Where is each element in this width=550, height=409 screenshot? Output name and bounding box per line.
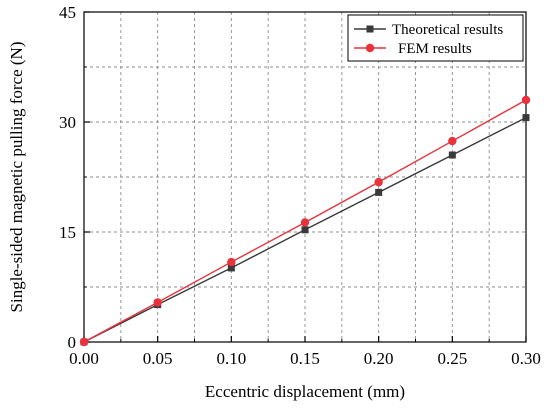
data-point-theoretical [522, 114, 530, 122]
data-point-theoretical [375, 188, 383, 196]
data-point-theoretical [301, 226, 309, 234]
legend-marker-theoretical [366, 25, 374, 33]
data-point-theoretical [448, 151, 456, 159]
y-tick-label: 15 [59, 223, 76, 242]
x-tick-label: 0.25 [437, 349, 467, 368]
grid-layer [84, 12, 526, 342]
x-tick-label: 0.00 [69, 349, 99, 368]
y-tick-label: 0 [68, 333, 77, 352]
data-point-fem [374, 177, 383, 187]
data-point-fem [448, 136, 457, 146]
data-point-fem [300, 218, 310, 227]
data-point-fem [79, 337, 89, 347]
legend-label-fem: FEM results [398, 41, 472, 57]
y-tick-label: 30 [59, 113, 76, 132]
legend-entry-fem: FEM results [354, 41, 472, 57]
legend-entry-theoretical: Theoretical results [354, 22, 503, 38]
x-axis-title: Eccentric displacement (mm) [205, 382, 405, 401]
legend-marker-fem [365, 43, 375, 53]
legend-label-theoretical: Theoretical results [392, 22, 503, 38]
y-tick-label: 45 [59, 3, 76, 22]
y-axis-title: Single-sided magnetic pulling force (N) [7, 42, 26, 313]
data-point-fem [227, 257, 236, 267]
legend: Theoretical results FEM results [347, 14, 524, 62]
x-tick-label: 0.30 [511, 349, 541, 368]
data-point-fem [153, 298, 162, 307]
data-point-fem [521, 95, 531, 105]
data-point-theoretical [227, 264, 235, 272]
tick-labels: 0.00 0.05 0.10 0.15 0.20 0.25 0.30 0 15 30 45 [59, 3, 541, 368]
series-layer [79, 95, 531, 347]
x-tick-label: 0.15 [290, 349, 320, 368]
x-tick-label: 0.05 [143, 349, 173, 368]
x-tick-label: 0.20 [364, 349, 394, 368]
legend-box [347, 14, 524, 62]
x-tick-label: 0.10 [216, 349, 246, 368]
